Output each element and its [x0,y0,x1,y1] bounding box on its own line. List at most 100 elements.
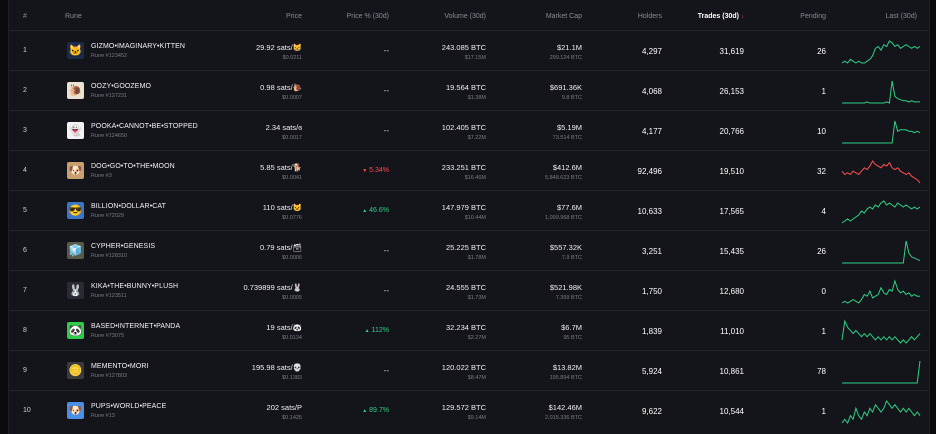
price-change: -- [309,246,389,255]
sparkline-chart [841,40,921,64]
price-usd: $0.0041 [282,175,302,181]
table-row[interactable]: 10 🐶 PUPS•WORLD•PEACE Rune #13 202 sats/P $0.… [9,390,929,431]
holders-count: 1,839 [641,327,662,336]
price-usd: $0.0007 [282,95,302,101]
pending-count: 26 [817,47,826,56]
sparkline-line [842,360,921,384]
triangle-up-icon: ▲ [362,408,368,414]
price-usd: $0.0006 [282,255,302,261]
market-cap-usd: $5.19M [556,123,582,132]
market-cap-usd: $691.36K [549,83,582,92]
pending-count: 4 [821,207,826,216]
sparkline-chart [842,360,921,384]
rune-info[interactable]: PUPS•WORLD•PEACE Rune #13 [91,403,166,419]
table-header: # Rune Price Price % (30d) Volume (30d) … [9,0,929,34]
avatar-glyph: 🐱 [68,45,83,57]
table-row[interactable]: 8 🐼 BASED•INTERNET•PANDA Rune #73075 19 sats… [9,310,929,351]
volume-cell: 233.251 BTC $16.46M [404,163,486,181]
price-usd: $0.0776 [282,215,302,221]
market-cap-btc: 7.399 BTC [555,295,582,301]
trades-count: 12,680 [719,287,744,296]
trades-count: 10,544 [719,407,744,416]
volume-cell: 102.405 BTC $7.22M [404,123,486,141]
avatar-glyph: 🪙 [68,365,83,377]
price-usd: $0.0134 [282,335,302,341]
rune-info[interactable]: DOG•GO•TO•THE•MOON Rune #3 [91,163,175,179]
rune-name[interactable]: GIZMO•IMAGINARY•KITTEN [91,43,186,50]
volume-usd: $16.46M [464,175,486,181]
rune-info[interactable]: GIZMO•IMAGINARY•KITTEN Rune #123452 [91,43,185,59]
rune-info[interactable]: BILLION•DOLLAR•CAT Rune #72029 [91,203,166,219]
rune-id: Rune #3 [91,173,112,179]
sparkline-chart [841,279,920,304]
rune-info[interactable]: OOZY•GOOZEMO Rune #127231 [91,83,151,99]
triangle-up-icon: ▲ [364,328,370,334]
header-market-cap[interactable]: Market Cap [545,13,582,20]
header-holders[interactable]: Holders [637,13,662,20]
price-cell: 0.79 sats/🗃 $0.0006 [209,243,302,261]
header-volume[interactable]: Volume (30d) [444,13,486,20]
rune-name[interactable]: MEMENTO•MORI [91,363,149,370]
table-row[interactable]: 5 😎 BILLION•DOLLAR•CAT Rune #72029 110 sats/… [9,190,929,231]
volume-btc: 19.564 BTC [445,83,486,92]
table-row[interactable]: 3 👻 POOKA•CANNOT•BE•STOPPED Rune #124650 2.3… [9,110,929,151]
pending-count: 78 [817,367,826,376]
rune-info[interactable]: CYPHER•GENESIS Rune #128310 [91,243,155,259]
header-price-change[interactable]: Price % (30d) [346,13,389,20]
coin-avatar-icon: 🪙 [67,362,84,379]
sparkline-chart [842,80,920,104]
row-index: 3 [23,127,27,134]
rune-name[interactable]: OOZY•GOOZEMO [91,83,152,90]
sparkline-line [841,279,920,304]
rune-info[interactable]: POOKA•CANNOT•BE•STOPPED Rune #124650 [91,123,198,139]
market-cap-btc: 73.514 BTC [552,135,582,141]
price-change: -- [309,86,389,95]
rune-name[interactable]: BILLION•DOLLAR•CAT [91,203,167,210]
sparkline-chart [841,319,921,344]
rune-name[interactable]: DOG•GO•TO•THE•MOON [91,163,175,170]
sparkline-line [841,40,921,64]
rune-name[interactable]: KIKA•THE•BUNNY•PLUSH [91,283,179,290]
price-cell: 110 sats/😺 $0.0776 [209,203,302,221]
table-row[interactable]: 6 🧊 CYPHER•GENESIS Rune #128310 0.79 sats/🗃 $… [9,230,929,271]
table-row[interactable]: 7 🐰 KIKA•THE•BUNNY•PLUSH Rune #123511 0.7398… [9,270,929,311]
avatar-glyph: 🐶 [68,165,83,177]
table-row[interactable]: 9 🪙 MEMENTO•MORI Rune #127803 195.98 sats/💀 $… [9,350,929,391]
price-sats: 5.85 sats/🐕 [260,163,302,172]
table-row[interactable]: 2 🐌 OOZY•GOOZEMO Rune #127231 0.98 sats/🐌 $0.… [9,70,929,111]
rune-name[interactable]: PUPS•WORLD•PEACE [91,403,167,410]
rune-info[interactable]: BASED•INTERNET•PANDA Rune #73075 [91,323,180,339]
table-row[interactable]: 1 🐱 GIZMO•IMAGINARY•KITTEN Rune #123452 29.9… [9,30,929,71]
sparkline-line [841,399,921,425]
header-rune[interactable]: Rune [65,13,82,20]
header-pending[interactable]: Pending [800,13,826,20]
header-price[interactable]: Price [286,13,302,20]
price-sats: 19 sats/🐼 [266,323,302,332]
header-trades[interactable]: Trades (30d) ↓ [674,13,744,20]
sparkline-chart [841,200,921,224]
volume-usd: $1.78M [467,255,486,261]
price-change-value: 112% [371,327,389,334]
sparkline-line [841,160,921,184]
trades-count: 20,766 [719,127,744,136]
price-change: ▲ 89.7% [309,407,389,414]
market-cap-usd: $77.6M [556,203,582,212]
cat-avatar-icon: 🐱 [67,42,84,59]
market-cap-usd: $6.7M [561,323,582,332]
price-sats: 0.79 sats/🗃 [259,243,302,252]
rune-name[interactable]: CYPHER•GENESIS [91,243,156,250]
price-cell: 2.34 sats/ɞ $0.0017 [209,123,302,141]
rune-name[interactable]: BASED•INTERNET•PANDA [91,323,181,330]
volume-usd: $1.38M [467,95,486,101]
rune-name[interactable]: POOKA•CANNOT•BE•STOPPED [91,123,198,130]
rune-id: Rune #124650 [91,133,128,139]
rune-info[interactable]: KIKA•THE•BUNNY•PLUSH Rune #123511 [91,283,178,299]
rune-info[interactable]: MEMENTO•MORI Rune #127803 [91,363,149,379]
price-usd: $0.0005 [282,295,302,301]
sparkline-line [842,120,921,144]
header-trades-label: Trades (30d) [697,13,739,20]
market-cap-usd: $521.98K [549,283,582,292]
table-row[interactable]: 4 🐶 DOG•GO•TO•THE•MOON Rune #3 5.85 sats/🐕 $0… [9,150,929,191]
price-change-value: -- [383,286,389,295]
holders-count: 4,297 [641,47,662,56]
